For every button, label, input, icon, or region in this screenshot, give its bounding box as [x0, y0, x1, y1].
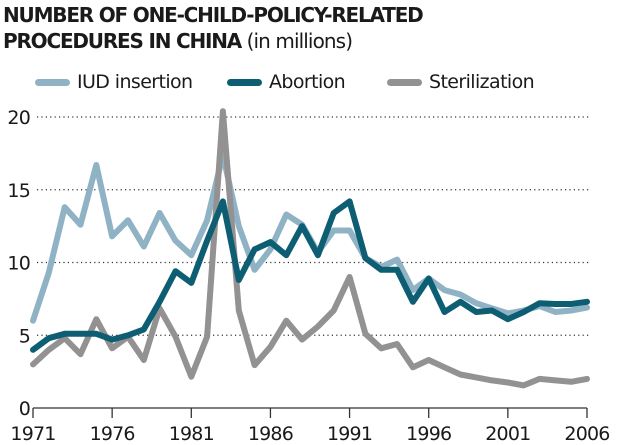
- chart-title: NUMBER OF ONE-CHILD-POLICY-RELATED PROCE…: [3, 2, 613, 54]
- x-tick-label: 1971: [10, 423, 55, 445]
- legend-label-abortion: Abortion: [269, 71, 346, 93]
- series-sterilization: [30, 108, 590, 389]
- y-tick-label: 15: [7, 180, 30, 202]
- y-axis: 0 5 10 15 20: [7, 107, 30, 420]
- series-abortion: [30, 198, 590, 353]
- y-tick-label: 20: [7, 107, 30, 129]
- y-tick-label: 0: [19, 398, 30, 420]
- line-sterilization: [30, 108, 590, 389]
- y-tick-label: 5: [19, 325, 30, 347]
- legend: IUD insertion Abortion Sterilization: [0, 68, 620, 96]
- title-units: (in millions): [246, 29, 353, 53]
- legend-label-iud: IUD insertion: [77, 71, 193, 93]
- x-tick-label: 1976: [90, 423, 135, 445]
- legend-swatch-abortion: [227, 78, 262, 86]
- line-abortion: [30, 198, 590, 353]
- legend-item-sterilization: Sterilization: [387, 68, 535, 96]
- legend-item-abortion: Abortion: [227, 68, 346, 96]
- title-line-1: NUMBER OF ONE-CHILD-POLICY-RELATED: [3, 3, 424, 27]
- x-tick-label: 1986: [248, 423, 293, 445]
- legend-item-iud: IUD insertion: [35, 68, 193, 96]
- x-axis: 1971 1976 1981 1986 1991 1996 2001 2006: [10, 407, 610, 445]
- legend-swatch-iud: [35, 78, 70, 86]
- x-tick-label: 1991: [327, 423, 372, 445]
- x-tick-label: 1981: [169, 423, 214, 445]
- series-group: [30, 108, 590, 389]
- title-line-2: PROCEDURES IN CHINA (in millions): [3, 28, 613, 54]
- legend-label-sterilization: Sterilization: [429, 71, 535, 93]
- x-tick-label: 1996: [406, 423, 451, 445]
- legend-swatch-sterilization: [387, 78, 422, 86]
- title-line-2-bold: PROCEDURES IN CHINA: [3, 29, 242, 53]
- x-tick-label: 2001: [485, 423, 530, 445]
- x-tick-label: 2006: [564, 423, 609, 445]
- y-tick-label: 10: [7, 253, 30, 275]
